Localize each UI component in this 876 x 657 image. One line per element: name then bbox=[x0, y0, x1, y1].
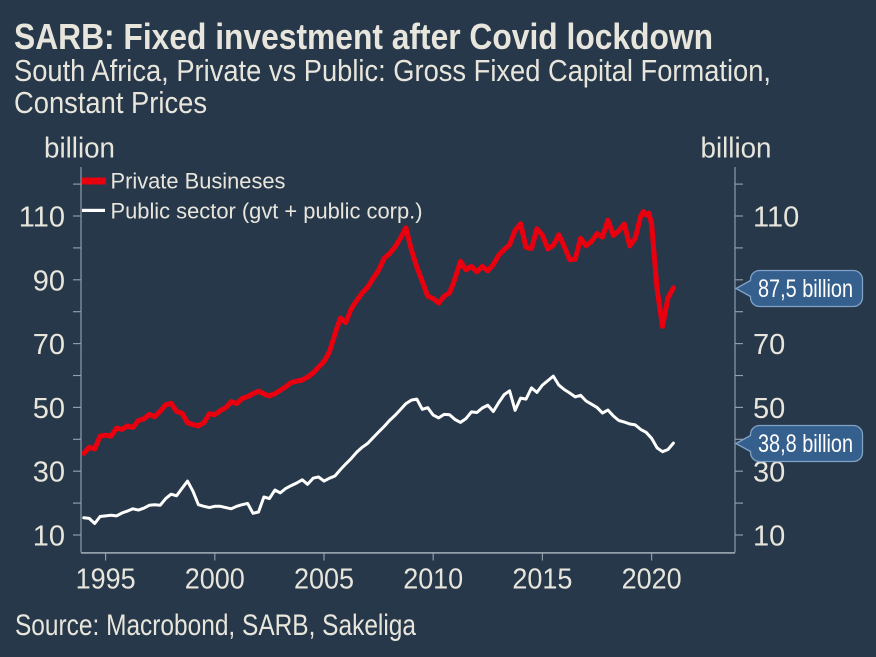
svg-text:Source: Macrobond, SARB, Sakel: Source: Macrobond, SARB, Sakeliga bbox=[15, 609, 416, 642]
svg-text:30: 30 bbox=[33, 457, 65, 489]
svg-text:70: 70 bbox=[33, 329, 65, 361]
svg-text:90: 90 bbox=[33, 265, 65, 297]
svg-text:50: 50 bbox=[753, 393, 785, 425]
svg-text:110: 110 bbox=[753, 202, 799, 234]
svg-text:38,8 billion: 38,8 billion bbox=[758, 430, 853, 458]
svg-text:South Africa, Private vs Publi: South Africa, Private vs Public: Gross F… bbox=[14, 53, 771, 88]
svg-text:2010: 2010 bbox=[403, 564, 463, 596]
svg-text:Constant Prices: Constant Prices bbox=[14, 85, 207, 120]
svg-text:1995: 1995 bbox=[76, 564, 136, 596]
svg-text:Private Busineses: Private Busineses bbox=[111, 169, 286, 194]
svg-text:Public sector (gvt + public co: Public sector (gvt + public corp.) bbox=[111, 198, 423, 223]
svg-text:10: 10 bbox=[753, 521, 785, 553]
svg-text:SARB: Fixed investment after C: SARB: Fixed investment after Covid lockd… bbox=[14, 16, 713, 57]
svg-text:50: 50 bbox=[33, 393, 65, 425]
svg-text:billion: billion bbox=[44, 133, 115, 165]
svg-text:70: 70 bbox=[753, 329, 785, 361]
svg-text:2005: 2005 bbox=[294, 564, 354, 596]
svg-text:2015: 2015 bbox=[512, 564, 572, 596]
svg-text:2020: 2020 bbox=[622, 564, 682, 596]
svg-text:87,5 billion: 87,5 billion bbox=[758, 275, 853, 303]
svg-text:110: 110 bbox=[19, 202, 65, 234]
svg-text:billion: billion bbox=[701, 133, 772, 165]
svg-text:2000: 2000 bbox=[185, 564, 245, 596]
svg-text:10: 10 bbox=[33, 521, 65, 553]
